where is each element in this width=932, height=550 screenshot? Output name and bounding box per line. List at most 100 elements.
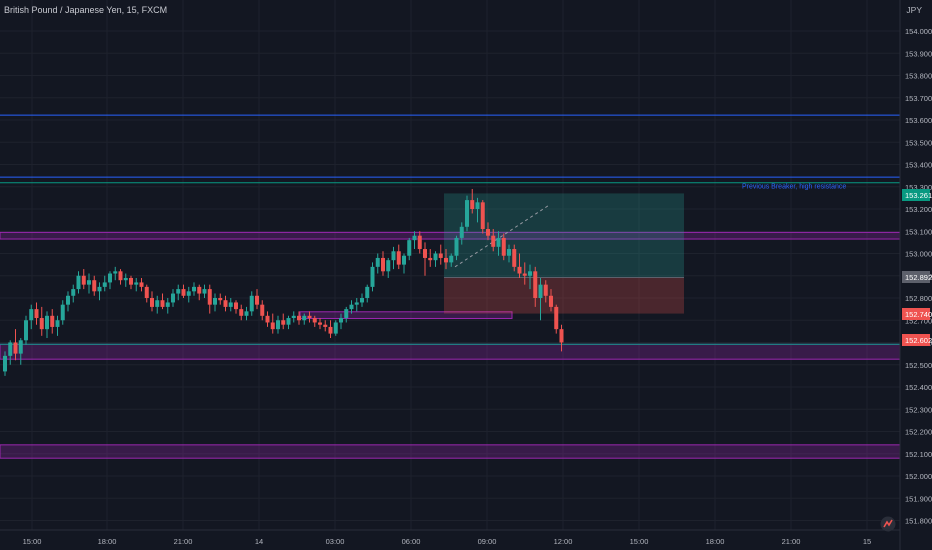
candle-body[interactable] [501,237,506,256]
candle-body[interactable] [171,293,175,303]
candle-body[interactable] [286,318,291,325]
candle-body[interactable] [428,257,433,261]
candle-body[interactable] [533,271,538,298]
candle-body[interactable] [139,282,144,287]
candle-body[interactable] [34,309,39,319]
candle-body[interactable] [312,318,317,323]
candle-body[interactable] [396,251,401,265]
candle-body[interactable] [328,326,333,334]
candle-body[interactable] [71,289,76,296]
candle-body[interactable] [8,342,13,356]
candle-body[interactable] [207,289,212,305]
candle-body[interactable] [45,315,49,330]
candle-body[interactable] [344,309,349,319]
candle-body[interactable] [449,255,454,263]
candle-body[interactable] [123,277,128,281]
candle-body[interactable] [360,298,364,303]
candle-body[interactable] [281,320,286,325]
candle-body[interactable] [18,340,23,354]
candle-body[interactable] [29,309,34,321]
candle-body[interactable] [150,298,154,307]
candle-body[interactable] [60,304,65,321]
candle-body[interactable] [375,257,380,267]
candle-body[interactable] [507,249,511,256]
candle-body[interactable] [349,304,354,310]
candle-body[interactable] [24,320,28,341]
candle-body[interactable] [39,318,44,330]
candle-body[interactable] [454,237,459,256]
candle-body[interactable] [391,251,396,261]
candle-body[interactable] [417,235,422,250]
position-profit-box[interactable] [444,193,684,278]
candle-body[interactable] [559,329,564,343]
candle-body[interactable] [181,289,186,296]
candle-body[interactable] [554,306,559,330]
candle-body[interactable] [354,302,359,305]
candle-body[interactable] [155,300,160,307]
candle-body[interactable] [50,315,55,327]
candle-body[interactable] [66,295,70,305]
candle-body[interactable] [438,253,443,258]
demand-zone[interactable] [299,311,513,319]
candle-body[interactable] [459,226,464,238]
candle-body[interactable] [260,304,265,316]
candle-body[interactable] [234,302,238,310]
candle-body[interactable] [223,300,228,307]
candle-body[interactable] [13,342,18,354]
candle-body[interactable] [475,202,480,209]
candle-body[interactable] [3,355,7,372]
candle-body[interactable] [407,240,412,256]
candle-body[interactable] [444,257,448,263]
candle-body[interactable] [276,320,280,330]
candle-body[interactable] [486,229,490,236]
candle-body[interactable] [113,271,118,274]
candle-body[interactable] [97,286,102,292]
candle-body[interactable] [55,320,60,327]
candle-body[interactable] [192,286,196,292]
candle-body[interactable] [249,295,254,312]
candle-body[interactable] [339,318,343,323]
candle-body[interactable] [129,277,133,285]
candle-body[interactable] [370,266,375,287]
tradingview-logo-icon[interactable] [880,516,896,532]
candle-body[interactable] [92,280,97,292]
candle-body[interactable] [302,315,307,321]
candle-body[interactable] [186,291,191,296]
candle-body[interactable] [333,322,338,334]
supply-zone[interactable] [0,444,901,459]
candle-body[interactable] [549,295,553,307]
candle-body[interactable] [543,284,548,296]
candle-body[interactable] [323,324,328,327]
candle-body[interactable] [480,202,485,230]
candle-body[interactable] [239,309,244,316]
candle-body[interactable] [202,289,207,294]
candle-body[interactable] [402,255,406,265]
candle-body[interactable] [291,315,296,319]
candle-body[interactable] [81,275,86,285]
candle-body[interactable] [318,322,322,325]
candle-body[interactable] [538,284,543,298]
candle-body[interactable] [176,289,181,294]
candle-body[interactable] [522,273,527,276]
candle-body[interactable] [307,315,312,319]
position-loss-box[interactable] [444,277,684,314]
candle-body[interactable] [134,282,139,285]
candle-body[interactable] [297,315,301,321]
candle-body[interactable] [381,257,385,272]
supply-zone[interactable] [0,343,901,360]
candle-body[interactable] [528,271,532,276]
candle-body[interactable] [423,249,427,258]
candle-body[interactable] [144,286,149,298]
candle-body[interactable] [386,260,391,272]
candle-body[interactable] [197,286,202,294]
candle-body[interactable] [512,249,517,267]
candle-body[interactable] [496,237,501,247]
candle-body[interactable] [102,282,107,287]
candle-body[interactable] [365,286,370,298]
candle-body[interactable] [255,295,259,305]
candle-body[interactable] [228,302,233,307]
candle-body[interactable] [165,302,170,307]
candle-body[interactable] [270,322,275,330]
candle-body[interactable] [118,271,123,281]
